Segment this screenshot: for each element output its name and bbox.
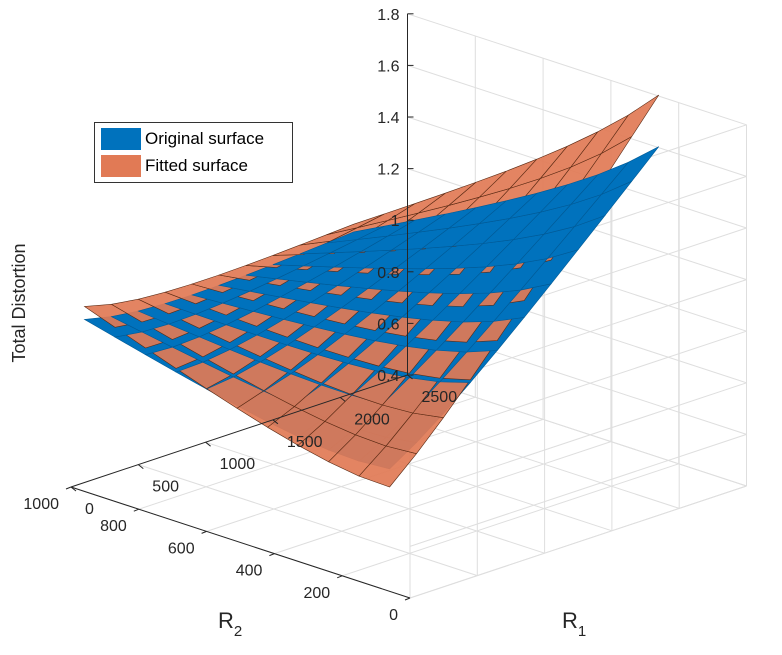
r1-tick — [272, 419, 279, 425]
r2-axis-line — [70, 486, 411, 599]
legend-label-fitted: Fitted surface — [145, 156, 248, 175]
r2-tick-label: 1000 — [23, 496, 59, 513]
grid-line-wall-z — [409, 433, 747, 547]
r2-tick — [337, 575, 343, 579]
legend-swatch-original — [101, 128, 141, 150]
z-tick-label: 1.6 — [377, 58, 399, 75]
r2-tick — [65, 486, 72, 490]
legend-swatch-fitted — [101, 155, 141, 177]
grid-line-wall-z — [409, 330, 747, 444]
legend-label-original: Original surface — [145, 129, 265, 148]
r1-tick — [339, 397, 346, 402]
z-tick-label: 1 — [391, 213, 400, 230]
grid-line-wall-z — [407, 64, 747, 177]
r1-tick-label: 2500 — [422, 389, 458, 406]
r1-tick-label: 2000 — [354, 411, 390, 428]
axes: 0 500 1000 1500 2000 2500 0 200 400 600 800 1000 0.4… — [23, 7, 457, 624]
original-surface-cell — [326, 225, 385, 244]
r2-tick — [201, 530, 207, 534]
r2-tick-label: 600 — [168, 540, 195, 557]
r1-tick — [205, 441, 211, 447]
r2-tick — [269, 553, 275, 557]
grid-line-floor-r1 — [205, 441, 545, 554]
r2-tick — [133, 508, 139, 512]
r2-tick-label: 0 — [389, 607, 398, 624]
r1-tick — [407, 374, 413, 380]
legend: Original surface Fitted surface — [94, 122, 293, 183]
grid-line-wall-z — [409, 382, 747, 496]
r1-tick-label: 0 — [85, 501, 94, 518]
grid-line-floor-r1 — [138, 464, 478, 577]
r1-tick — [137, 464, 144, 469]
r1-tick — [70, 486, 77, 492]
r1-tick-label: 1000 — [220, 456, 256, 473]
r1-axis-title: R1 — [562, 608, 586, 640]
z-tick-label: 1.4 — [377, 110, 399, 127]
z-tick-label: 0.8 — [377, 265, 399, 282]
r2-tick-label: 200 — [303, 585, 330, 602]
grid-line-wall-z — [409, 485, 747, 599]
r1-axis-line — [70, 374, 408, 488]
z-tick-label: 1.8 — [377, 7, 399, 24]
fitted-surface-cell — [326, 213, 385, 235]
z-tick-label: 1.2 — [377, 162, 399, 179]
grid-line-floor-r2 — [274, 441, 612, 555]
r2-tick-label: 800 — [100, 518, 127, 535]
legend-item-original: Original surface — [101, 127, 264, 151]
surfaces — [83, 94, 660, 488]
r1-tick-label: 500 — [152, 479, 179, 496]
z-axis-title: Total Distortion — [9, 243, 29, 362]
grid-line-wall-z — [407, 13, 747, 126]
grid-line-floor-r2 — [342, 463, 679, 577]
legend-item-fitted: Fitted surface — [101, 154, 248, 178]
grid-line-wall-z — [407, 374, 747, 487]
r2-tick — [404, 597, 411, 601]
z-tick-label: 0.4 — [377, 368, 399, 385]
r2-tick-label: 400 — [236, 563, 263, 580]
r2-axis-title: R2 — [218, 608, 242, 640]
r1-tick-label: 1500 — [287, 434, 323, 451]
z-tick-label: 0.6 — [377, 316, 399, 333]
